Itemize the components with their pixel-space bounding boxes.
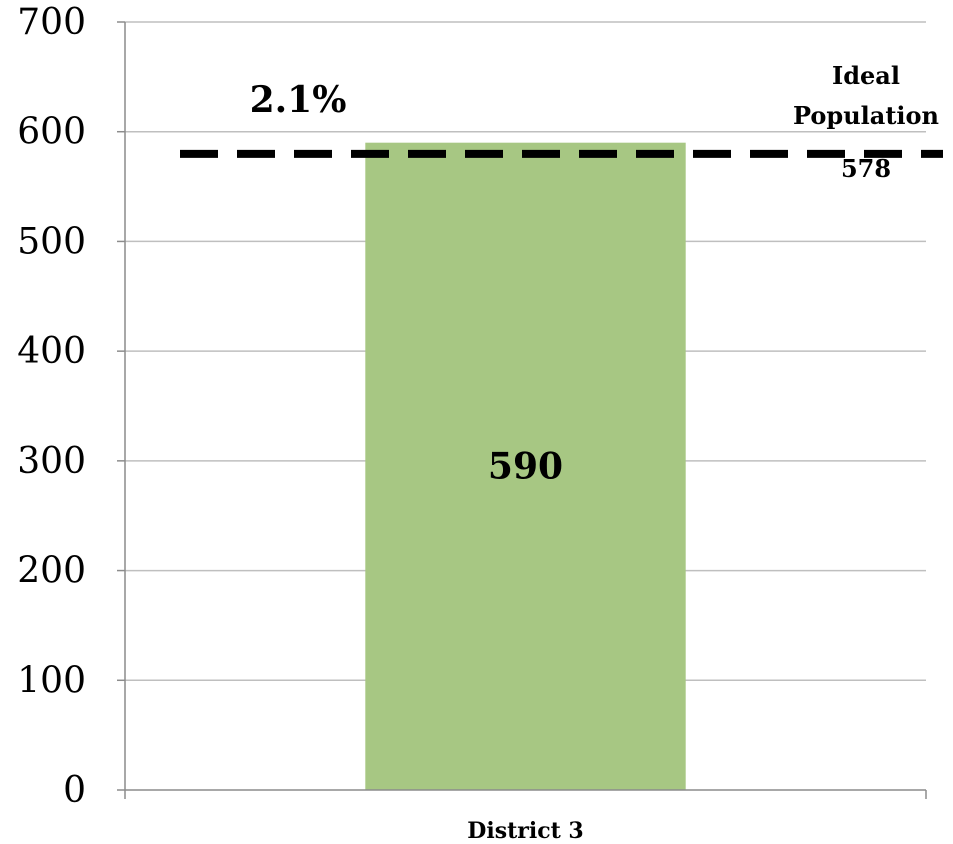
y-tick-label: 300 (17, 441, 86, 482)
ideal-population-label-line2: Population (793, 101, 939, 130)
bars: 590 (365, 142, 686, 790)
x-axis-ticks: District 3 (124, 790, 927, 844)
y-tick-label: 400 (17, 331, 86, 372)
bar-data-label: 590 (488, 445, 563, 487)
y-tick-label: 600 (17, 112, 86, 153)
y-tick-label: 100 (17, 660, 86, 701)
ideal-population-label-line1: Ideal (832, 61, 900, 90)
y-tick-label: 200 (17, 551, 86, 592)
x-category-label: District 3 (467, 818, 583, 844)
y-tick-label: 500 (17, 221, 86, 262)
y-tick-label: 700 (17, 2, 86, 43)
bar-district (365, 142, 686, 790)
y-axis-ticks: 0 100 200 300 400 500 600 700 (17, 2, 125, 811)
y-tick-label: 0 (63, 770, 86, 811)
deviation-percent-label: 2.1% (250, 79, 347, 121)
ideal-population-value-label: 578 (841, 154, 891, 183)
reference-line-group: Ideal Population 578 2.1% (180, 61, 943, 183)
